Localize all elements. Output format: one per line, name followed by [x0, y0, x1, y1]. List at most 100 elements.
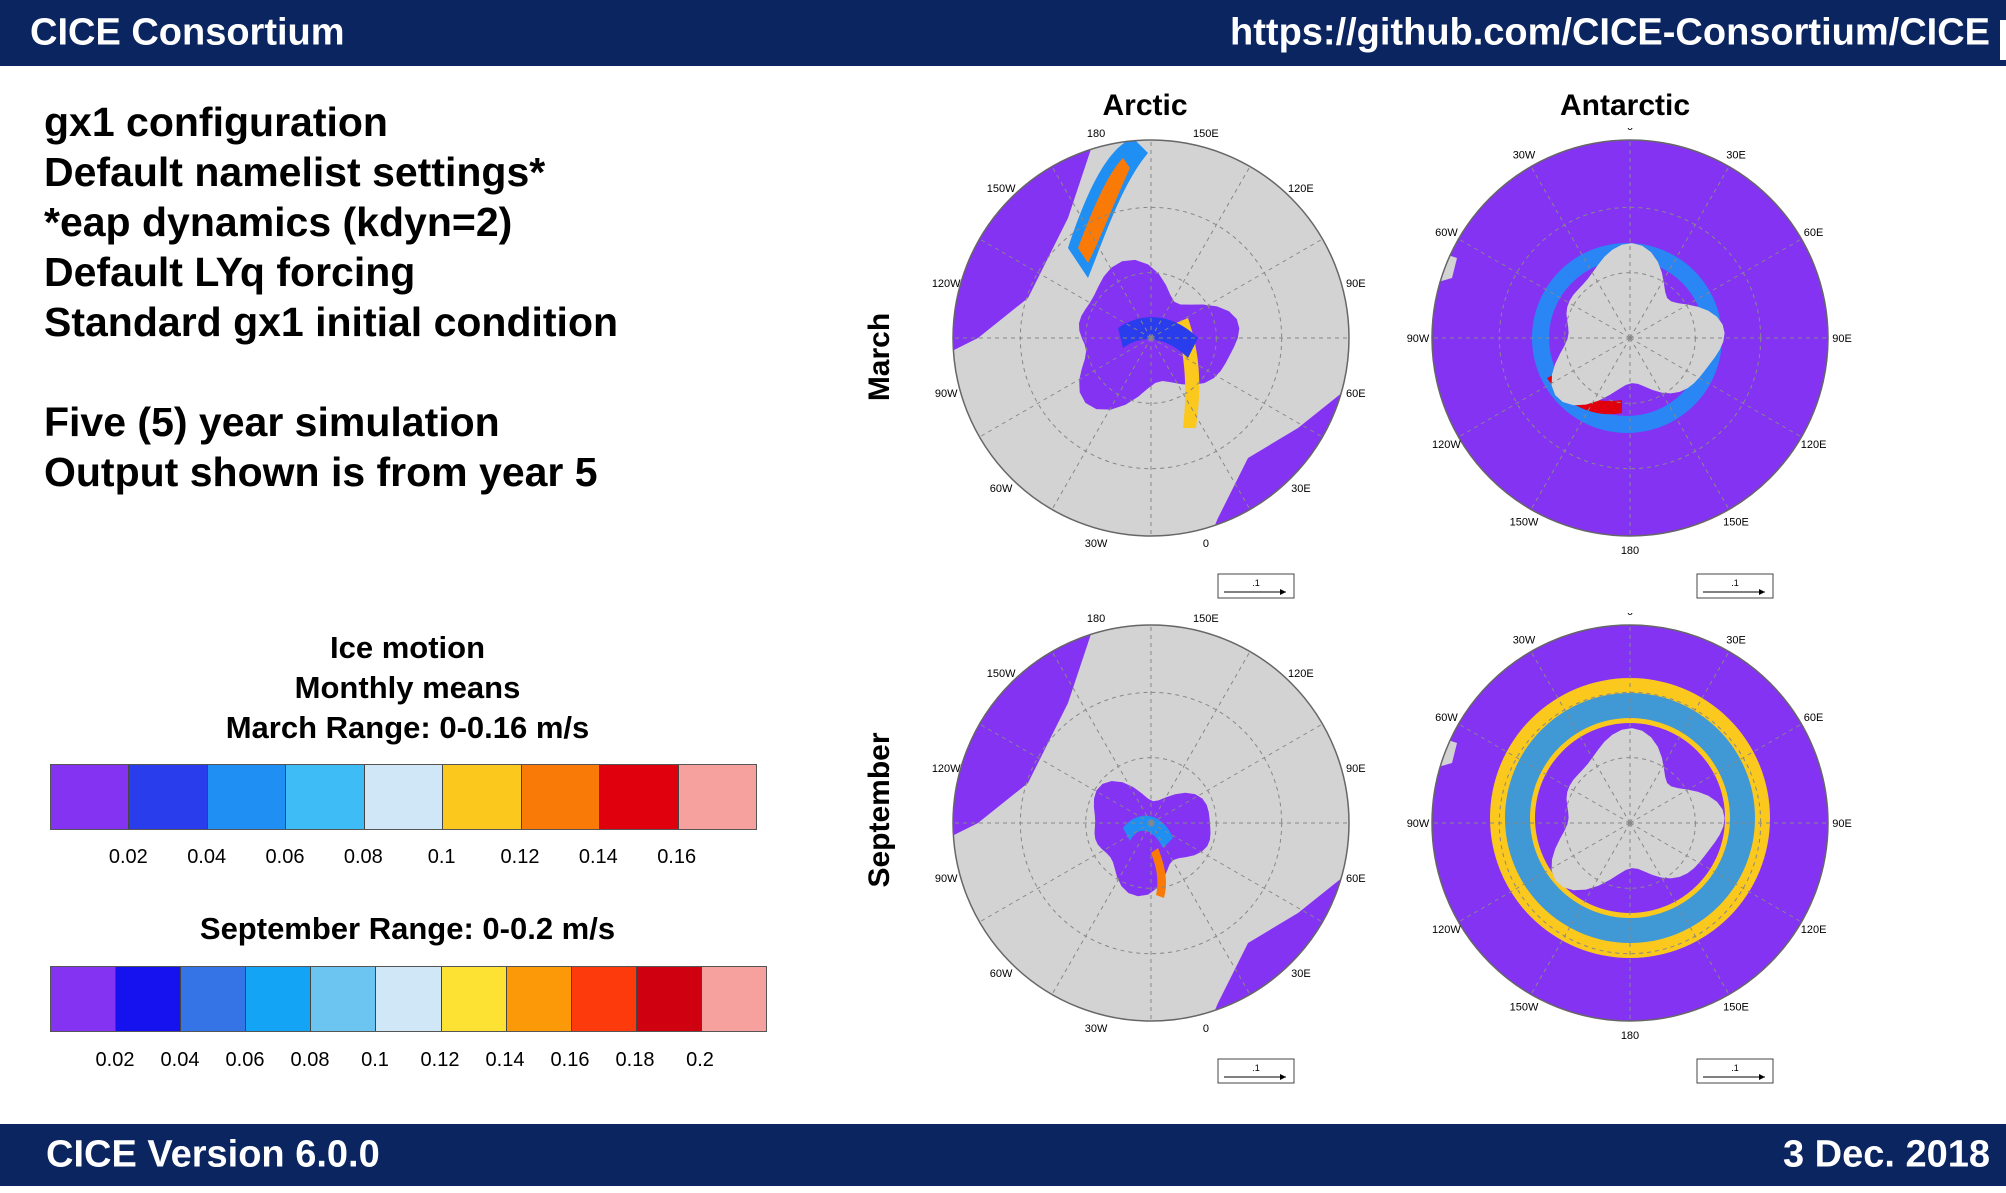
meridian-line: [1458, 238, 1631, 339]
antarctic-column-title: Antarctic: [1559, 89, 1691, 122]
colorbar-tick-label: 0.18: [615, 1049, 655, 1071]
meridian-line: [1629, 651, 1730, 824]
arctic-september-map: 150E 120E 90E 60E 30E 0 30W 60W 90W 120W 150W 180 .1: [932, 613, 1366, 1084]
header-url[interactable]: https://github.com/CICE-Consortium/CICE: [1230, 11, 1990, 54]
colorbar-swatch: [701, 967, 767, 1031]
legend-title-line-2: Monthly means: [294, 670, 521, 705]
meridian-line: [1629, 337, 1802, 438]
longitude-label: 150E: [1723, 517, 1749, 529]
colorbar-tick-label: 0.14: [578, 846, 618, 868]
meridian-line: [1150, 337, 1323, 438]
colorbar-swatch: [129, 765, 208, 829]
reference-vector-label: .1: [1731, 1063, 1739, 1073]
longitude-label: 0: [1203, 538, 1209, 550]
colorbar-swatch: [376, 967, 442, 1031]
meridian-line: [1051, 166, 1152, 339]
longitude-label: 150W: [1510, 517, 1539, 529]
longitude-label: 0: [1627, 128, 1633, 133]
description-line: Default namelist settings*: [44, 149, 546, 195]
map-border: [952, 139, 1350, 537]
arctic-column-title: Arctic: [1102, 89, 1188, 122]
colorbar-swatch: [506, 967, 572, 1031]
colorbar-swatch: [443, 765, 522, 829]
longitude-label: 180: [1621, 1030, 1639, 1042]
september-range-label: September Range: 0-0.2 m/s: [199, 911, 616, 946]
meridian-line: [1458, 822, 1631, 923]
configuration-description: gx1 configuration Default namelist settin…: [44, 97, 618, 347]
longitude-label: 120E: [1288, 668, 1314, 680]
meridian-line: [1530, 166, 1631, 339]
map-border: [1431, 624, 1829, 1022]
longitude-label: 30W: [1513, 634, 1536, 646]
meridian-line: [1150, 651, 1251, 824]
header-bar: CICE Consortium https://github.com/CICE-…: [0, 0, 2006, 66]
colorbar-swatch: [678, 765, 756, 829]
longitude-label: 30W: [1513, 149, 1536, 161]
longitude-label: 0: [1203, 1023, 1209, 1035]
march-colorbar-ticks: 0.02 0.04 0.06 0.08 0.1 0.12 0.14 0.16: [50, 846, 755, 870]
longitude-label: 30E: [1291, 968, 1311, 980]
longitude-label: 150W: [987, 183, 1016, 195]
longitude-label: 120W: [932, 278, 961, 290]
meridian-line: [1150, 166, 1251, 339]
meridian-line: [1150, 822, 1251, 995]
description-line: Standard gx1 initial condition: [44, 299, 619, 345]
longitude-label: 30E: [1726, 634, 1746, 646]
colorbar-tick-label: 0.2: [686, 1049, 714, 1071]
colorbar-swatch: [181, 967, 247, 1031]
colorbar-tick-label: 0.08: [343, 846, 383, 868]
ice-motion-ring: [1490, 678, 1770, 958]
colorbar-tick-label: 0.06: [225, 1049, 265, 1071]
march-row-title: March: [863, 312, 896, 402]
longitude-label: 120W: [932, 763, 961, 775]
meridian-line: [979, 337, 1152, 438]
meridian-line: [1051, 337, 1152, 510]
colorbar-swatch: [116, 967, 182, 1031]
antarctic-march-map: 0 30E 60E 90E 120E 150E 180 150W 120W 90W 60W 30W .1: [1407, 128, 1852, 599]
meridian-line: [979, 723, 1152, 824]
longitude-label: 180: [1621, 545, 1639, 557]
longitude-label: 90W: [935, 388, 958, 400]
longitude-label: 150E: [1193, 128, 1219, 140]
longitude-label: 150E: [1723, 1002, 1749, 1014]
ice-motion-fast: [1078, 158, 1130, 263]
map-border: [952, 624, 1350, 1022]
colorbar-swatch: [521, 765, 601, 829]
longitude-label: 120W: [1432, 439, 1461, 451]
arctic-march-map: 150E 120E 90E 60E 30E 0 30W 60W 90W 120W 150W 180 .1: [932, 128, 1366, 599]
meridian-line: [1458, 723, 1631, 824]
longitude-label: 120W: [1432, 924, 1461, 936]
colorbar-tick-label: 0.08: [290, 1049, 330, 1071]
longitude-label: 60E: [1804, 227, 1824, 239]
september-colorbar: [50, 966, 767, 1032]
meridian-line: [1150, 337, 1251, 510]
colorbar-swatch: [246, 967, 312, 1031]
september-colorbar-ticks: 0.02 0.04 0.06 0.08 0.1 0.12 0.14 0.16 0.18 0.2: [50, 1049, 765, 1073]
meridian-line: [979, 238, 1152, 339]
colorbar-swatch: [51, 967, 117, 1031]
longitude-label: 90E: [1832, 818, 1852, 830]
reference-arrowhead: [1280, 1074, 1286, 1080]
longitude-label: 30W: [1085, 1023, 1108, 1035]
longitude-label: 120E: [1801, 439, 1827, 451]
sea-ice-region: [1093, 781, 1211, 897]
header-edge-mark: [2000, 20, 2006, 60]
meridian-line: [1629, 822, 1802, 923]
colorbar-swatch: [51, 765, 130, 829]
colorbar-swatch: [311, 967, 377, 1031]
reference-arrowhead: [1759, 589, 1765, 595]
longitude-label: 90W: [1407, 333, 1430, 345]
description-line: gx1 configuration: [44, 99, 388, 145]
colorbar-swatch: [364, 765, 444, 829]
colorbar-tick-label: 0.04: [187, 846, 227, 868]
antarctic-september-map: 0 30E 60E 90E 120E 150E 180 150W 120W 90W 60W 30W .1: [1407, 613, 1852, 1084]
description-line: Five (5) year simulation: [44, 399, 500, 445]
reference-vector-label: .1: [1252, 578, 1260, 588]
meridian-line: [1458, 337, 1631, 438]
longitude-label: 90W: [1407, 818, 1430, 830]
longitude-label: 150W: [1510, 1002, 1539, 1014]
colorbar-tick-label: 0.14: [485, 1049, 525, 1071]
description-line: *eap dynamics (kdyn=2): [44, 199, 513, 245]
longitude-label: 180: [1087, 613, 1105, 625]
ice-motion-fast: [1547, 373, 1622, 415]
